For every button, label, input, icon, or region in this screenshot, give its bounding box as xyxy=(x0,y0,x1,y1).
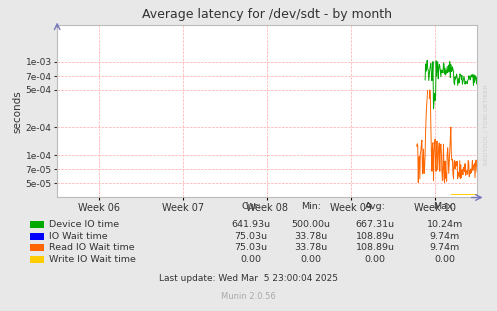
Text: 108.89u: 108.89u xyxy=(356,244,395,252)
Text: 9.74m: 9.74m xyxy=(430,244,460,252)
Text: Cur:: Cur: xyxy=(241,202,261,211)
Text: Max:: Max: xyxy=(433,202,456,211)
Text: Munin 2.0.56: Munin 2.0.56 xyxy=(221,291,276,300)
Text: 75.03u: 75.03u xyxy=(235,232,267,241)
Text: 75.03u: 75.03u xyxy=(235,244,267,252)
Text: 108.89u: 108.89u xyxy=(356,232,395,241)
Text: IO Wait time: IO Wait time xyxy=(49,232,107,241)
Text: 33.78u: 33.78u xyxy=(294,244,327,252)
Text: RRDTOOL / TOBI OETIKER: RRDTOOL / TOBI OETIKER xyxy=(483,84,488,165)
Text: 10.24m: 10.24m xyxy=(427,220,463,229)
Text: 0.00: 0.00 xyxy=(241,255,261,264)
Text: 641.93u: 641.93u xyxy=(232,220,270,229)
Text: 500.00u: 500.00u xyxy=(291,220,330,229)
Y-axis label: seconds: seconds xyxy=(13,90,23,132)
Text: Write IO Wait time: Write IO Wait time xyxy=(49,255,136,264)
Text: Min:: Min: xyxy=(301,202,321,211)
Text: Avg:: Avg: xyxy=(365,202,386,211)
Text: 0.00: 0.00 xyxy=(365,255,386,264)
Title: Average latency for /dev/sdt - by month: Average latency for /dev/sdt - by month xyxy=(142,8,392,21)
Text: 667.31u: 667.31u xyxy=(356,220,395,229)
Text: Device IO time: Device IO time xyxy=(49,220,119,229)
Text: Read IO Wait time: Read IO Wait time xyxy=(49,244,134,252)
Text: 0.00: 0.00 xyxy=(300,255,321,264)
Text: 0.00: 0.00 xyxy=(434,255,455,264)
Text: Last update: Wed Mar  5 23:00:04 2025: Last update: Wed Mar 5 23:00:04 2025 xyxy=(159,274,338,283)
Text: 9.74m: 9.74m xyxy=(430,232,460,241)
Text: 33.78u: 33.78u xyxy=(294,232,327,241)
